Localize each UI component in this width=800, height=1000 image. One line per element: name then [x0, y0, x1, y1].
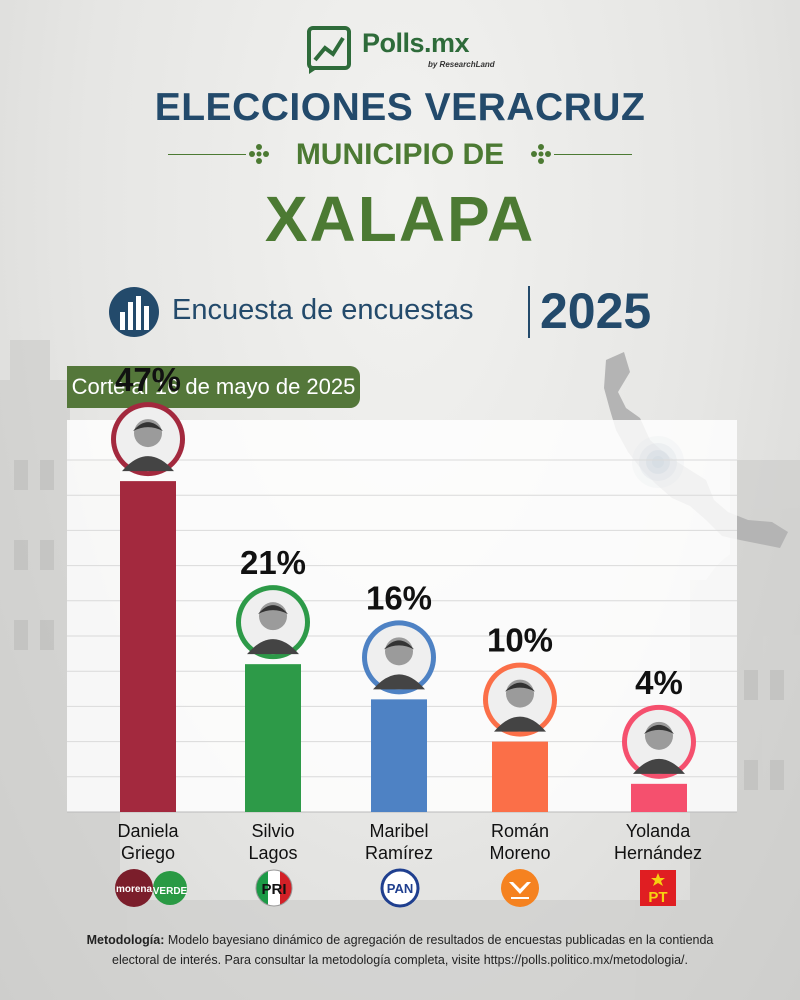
- title-line1: ELECCIONES VERACRUZ: [154, 86, 646, 129]
- subtitle-divider: [528, 286, 530, 338]
- subtitle-row: Encuesta de encuestas 2025: [108, 282, 708, 346]
- flower-icon: [531, 144, 551, 164]
- pt-logo-icon: PT: [640, 870, 676, 906]
- subtitle-year: 2025: [540, 283, 652, 339]
- bar: [120, 481, 176, 812]
- mc-logo-icon: [501, 869, 539, 907]
- brand-name: Polls.mx: [362, 28, 470, 58]
- candidate-avatar: [236, 585, 310, 660]
- morena-verde-logo-icon: morena VERDE: [115, 869, 188, 907]
- bar: [492, 741, 548, 812]
- value-label: 47%: [115, 361, 181, 398]
- methodology-note: Metodología: Modelo bayesiano dinámico d…: [70, 930, 730, 970]
- flower-icon: [249, 144, 269, 164]
- methodology-text: Modelo bayesiano dinámico de agregación …: [112, 933, 714, 967]
- bar: [371, 699, 427, 812]
- candidate-avatar: [111, 402, 185, 477]
- candidate-name: Yolanda Hernández: [593, 820, 723, 864]
- methodology-label: Metodología:: [86, 933, 165, 947]
- value-label: 21%: [240, 544, 306, 581]
- candidate-last-name: Griego: [120, 843, 176, 863]
- pan-label: PAN: [387, 881, 413, 896]
- candidate-avatar: [362, 620, 436, 695]
- candidate-avatar: [622, 704, 696, 779]
- title-line2: MUNICIPIO DE: [295, 138, 505, 171]
- brand-sub: by ResearchLand: [428, 60, 495, 69]
- candidate-first-name: Daniela: [117, 821, 179, 841]
- candidate-first-name: Maribel: [369, 821, 429, 841]
- candidate-last-name: Hernández: [613, 843, 703, 863]
- bar: [631, 783, 687, 812]
- candidate-last-name: Lagos: [248, 843, 298, 863]
- ornament-line-left: [168, 154, 246, 155]
- candidate-first-name: Yolanda: [625, 821, 691, 841]
- candidate-name: Maribel Ramírez: [334, 820, 464, 864]
- candidate-avatar: [483, 662, 557, 737]
- candidate-first-name: Silvio: [251, 821, 295, 841]
- candidate-first-name: Román: [490, 821, 550, 841]
- value-label: 4%: [635, 664, 683, 701]
- chart-logo-icon: [307, 26, 351, 74]
- pri-label: PRI: [261, 881, 286, 898]
- candidate-last-name: Ramírez: [364, 843, 433, 863]
- bar: [245, 664, 301, 812]
- value-label: 16%: [366, 579, 432, 616]
- pri-logo-icon: PRI: [255, 869, 293, 907]
- subtitle: Encuesta de encuestas: [172, 294, 474, 326]
- morena-label: morena: [116, 884, 153, 895]
- pt-label: PT: [648, 889, 667, 906]
- value-label: 10%: [487, 622, 553, 659]
- bars-logo-icon: [109, 287, 159, 337]
- candidate-name: Román Moreno: [455, 820, 585, 864]
- ornament-line-right: [554, 154, 632, 155]
- candidate-last-name: Moreno: [489, 843, 551, 863]
- cutoff-banner: Corte al 16 de mayo de 2025: [67, 366, 360, 408]
- brand-logo: Polls.mx by ResearchLand: [306, 24, 506, 80]
- title-municipality: XALAPA: [264, 183, 536, 255]
- candidate-name: Silvio Lagos: [208, 820, 338, 864]
- candidate-name: Daniela Griego: [83, 820, 213, 864]
- verde-label: VERDE: [153, 886, 188, 897]
- pan-logo-icon: PAN: [380, 868, 420, 908]
